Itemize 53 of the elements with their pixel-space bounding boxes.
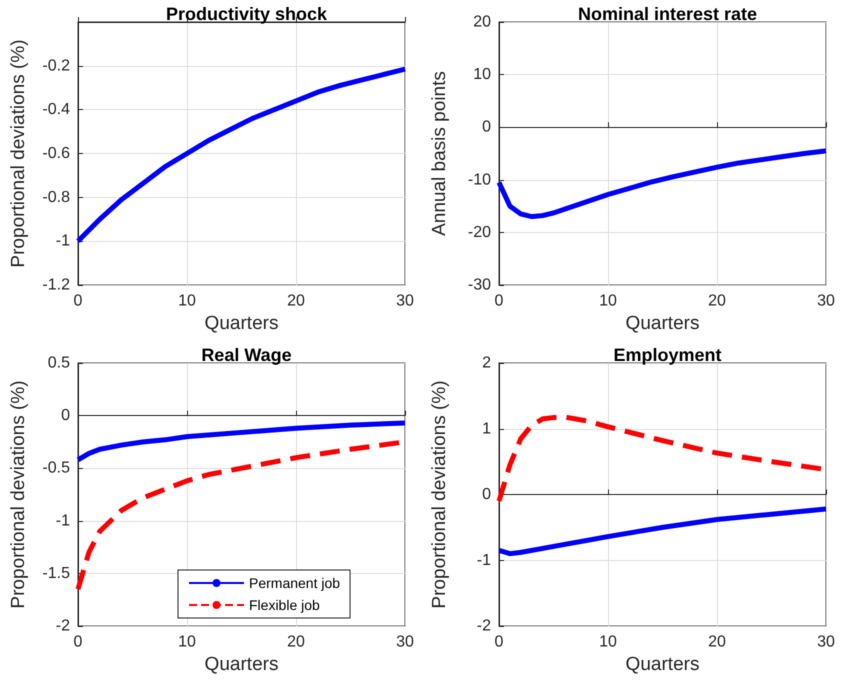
y-axis-title: Proportional deviations (%) [429, 380, 450, 609]
chart-title: Real Wage [201, 345, 292, 365]
y-tick-label: 0 [482, 118, 492, 136]
x-axis-title: Quarters [626, 654, 700, 675]
x-tick-label: 0 [74, 292, 83, 310]
x-tick-label: 10 [178, 292, 196, 310]
x-axis-title: Quarters [204, 654, 278, 675]
y-tick-label: -30 [468, 276, 492, 294]
x-tick-label: 20 [708, 292, 726, 310]
chart-title: Productivity shock [166, 4, 328, 24]
y-tick-label: -1.2 [42, 276, 70, 294]
x-tick-label: 30 [817, 292, 835, 310]
y-tick-label: -1 [56, 232, 70, 250]
x-tick-label: 20 [287, 634, 305, 650]
x-tick-label: 10 [599, 634, 617, 650]
y-tick-label: -1.5 [42, 564, 70, 582]
chart-title: Employment [613, 345, 722, 365]
y-tick-label: -0.4 [42, 101, 70, 118]
y-axis-title: Annual basis points [429, 71, 450, 236]
y-tick-label: -2 [476, 618, 492, 634]
x-tick-label: 20 [287, 292, 305, 310]
y-tick-label: -0.6 [42, 145, 70, 162]
y-axis-title: Proportional deviations (%) [8, 380, 29, 609]
y-tick-label: -20 [468, 224, 492, 241]
x-tick-label: 0 [494, 634, 504, 650]
x-tick-label: 10 [599, 292, 617, 310]
y-tick-label: -1 [56, 512, 70, 530]
legend-label: Permanent job [249, 575, 340, 591]
x-tick-label: 30 [396, 292, 414, 310]
x-tick-label: 10 [178, 634, 196, 650]
x-tick-label: 0 [494, 292, 504, 310]
x-tick-label: 30 [396, 634, 414, 650]
x-tick-label: 20 [708, 634, 726, 650]
y-tick-label: 20 [473, 14, 492, 30]
y-tick-label: -2 [56, 618, 70, 634]
y-tick-label: 2 [482, 354, 492, 372]
y-tick-label: 0 [61, 407, 70, 424]
x-tick-label: 0 [74, 634, 83, 650]
y-tick-label: -1 [476, 552, 492, 569]
y-tick-label: -10 [468, 171, 492, 188]
legend-label: Flexible job [249, 597, 320, 613]
y-tick-label: 1 [482, 420, 492, 438]
y-tick-label: 0 [482, 486, 492, 503]
x-axis-title: Quarters [204, 312, 278, 334]
y-tick-label: -0.5 [42, 460, 70, 477]
x-tick-label: 30 [817, 634, 835, 650]
chart-title: Nominal interest rate [578, 4, 758, 24]
x-axis-title: Quarters [626, 312, 700, 334]
y-axis-title: Proportional deviations (%) [8, 39, 29, 268]
y-tick-label: 10 [473, 66, 492, 84]
y-tick-label: -0.8 [42, 188, 70, 206]
y-tick-label: -0.2 [42, 57, 70, 74]
y-tick-label: 0.5 [48, 354, 70, 372]
